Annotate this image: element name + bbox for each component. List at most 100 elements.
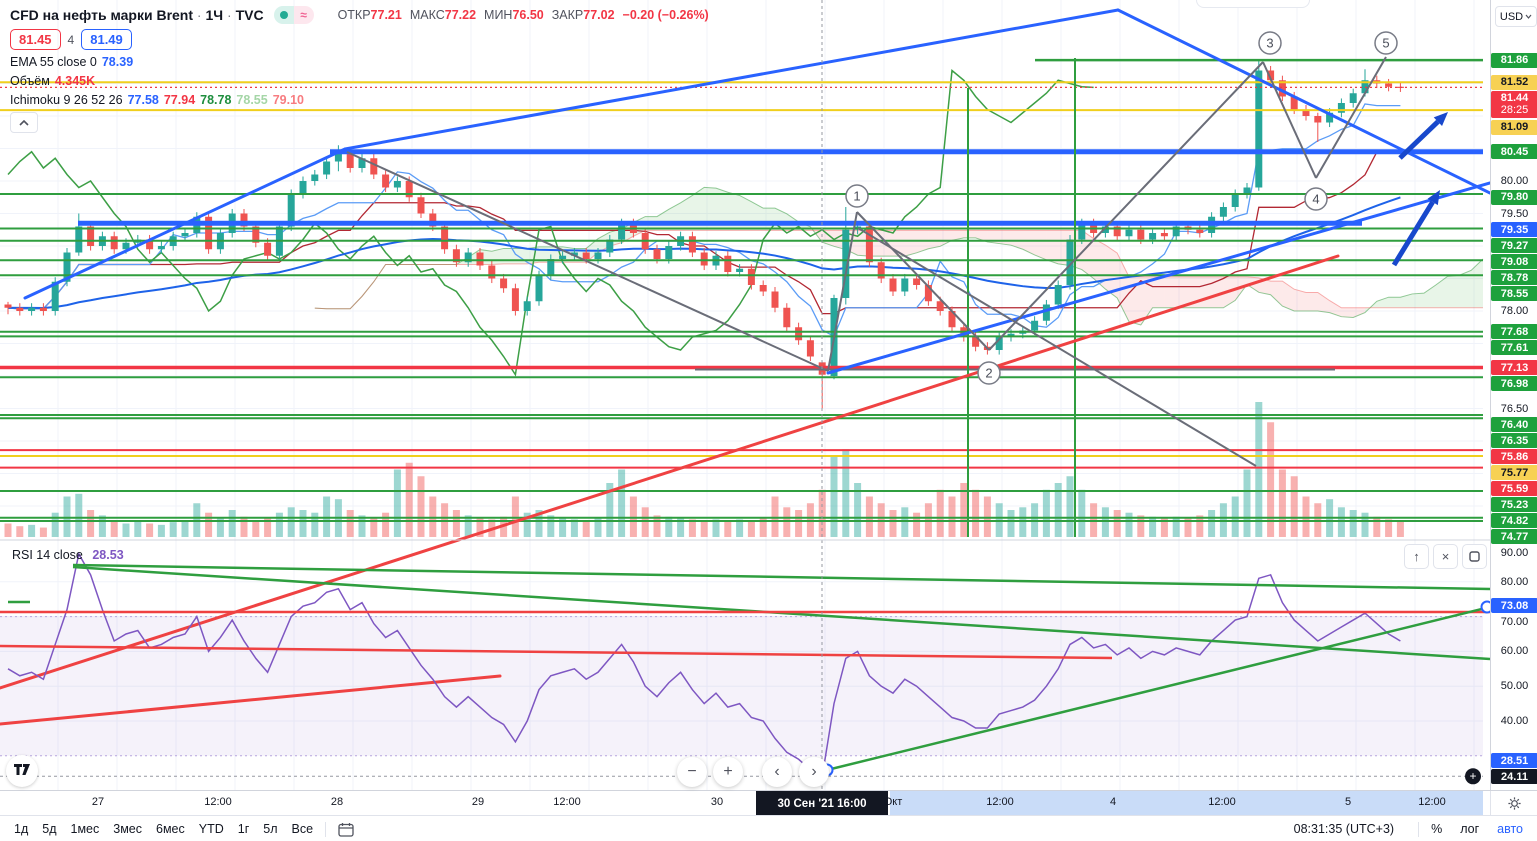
price-axis[interactable]: USD 81.86 81.52 81.44 28:25 81.09 80.45 80.00 7… [1490, 0, 1537, 790]
price-level-label: 76.35 [1491, 433, 1537, 448]
auto-scale-button[interactable]: авто [1497, 822, 1523, 836]
volume-legend[interactable]: Объём 4.345K [10, 74, 96, 88]
zoom-out-button[interactable]: − [677, 757, 707, 787]
price-level-label: 74.82 [1491, 513, 1537, 528]
symbol-title[interactable]: CFD на нефть марки Brent · 1Ч · TVC [10, 7, 264, 23]
zoom-in-button[interactable]: + [713, 757, 743, 787]
ema-legend[interactable]: EMA 55 close 0 78.39 [10, 55, 134, 69]
price-level-label: 78.78 [1491, 270, 1537, 285]
svg-text:1: 1 [853, 189, 860, 204]
price-level-label: 81.09 [1491, 119, 1537, 135]
time-tick: 12:00 [1418, 796, 1446, 808]
toolbar-divider [325, 821, 327, 837]
time-axis-highlight [890, 791, 1483, 816]
range-button-3мес[interactable]: 3мес [113, 822, 142, 836]
price-scale-tick: 80.00 [1500, 575, 1529, 588]
range-button-1г[interactable]: 1г [237, 822, 250, 836]
price-level-label: 75.59 [1491, 481, 1537, 496]
currency-selector[interactable]: USD [1495, 6, 1537, 27]
price-level-label: 81.44 28:25 [1491, 90, 1537, 118]
exchange-label: TVC [235, 7, 264, 23]
collapse-legend-button[interactable] [10, 112, 38, 133]
ichimoku-value: 79.10 [272, 93, 304, 107]
rsi-pane-controls: ↑ × [1404, 544, 1487, 569]
interval-label[interactable]: 1Ч [205, 7, 224, 23]
calendar-icon[interactable] [338, 822, 354, 837]
maximize-pane-button[interactable] [1462, 544, 1487, 569]
toolbar-divider [1418, 821, 1420, 837]
chevron-down-icon [1525, 14, 1532, 19]
time-tick: 12:00 [986, 796, 1014, 808]
range-button-5л[interactable]: 5л [263, 822, 278, 836]
svg-text:4: 4 [1312, 192, 1319, 207]
price-level-label: 74.77 [1491, 529, 1537, 544]
quote-row: 81.45 4 81.49 [10, 29, 709, 50]
price-level-label: 77.61 [1491, 340, 1537, 356]
rsi-legend[interactable]: RSI 14 close 28.53 [12, 548, 124, 562]
price-scale-tick: 78.00 [1500, 305, 1529, 317]
chart-canvas[interactable]: 1 2 3 4 5 + [0, 0, 1490, 790]
time-tick: 28 [330, 796, 344, 808]
move-pane-up-button[interactable]: ↑ [1404, 544, 1429, 569]
scroll-right-button[interactable]: › [799, 757, 829, 787]
price-scale-tick: 90.00 [1500, 546, 1529, 559]
ichimoku-value: 77.94 [163, 93, 196, 107]
log-scale-button[interactable]: лог [1460, 822, 1480, 836]
price-scale-tick: 79.50 [1500, 207, 1529, 220]
clock[interactable]: 08:31:35 (UTC+3) [1293, 822, 1395, 836]
ohlc-field-label: МИН [484, 8, 513, 22]
time-tick: 12:00 [1208, 796, 1236, 808]
market-status-pill[interactable]: ≈ [273, 6, 314, 24]
range-button-5д[interactable]: 5д [42, 822, 57, 836]
price-level-label: 75.23 [1491, 497, 1537, 512]
maximize-icon [1469, 551, 1480, 562]
ohlc-field-label: МАКС [409, 8, 445, 22]
sell-price-button[interactable]: 81.45 [10, 29, 61, 50]
price-level-label: 77.68 [1491, 324, 1537, 340]
ohlc-readout: ОТКР77.21 МАКС77.22 МИН76.50 ЗАКР77.02 [330, 8, 615, 22]
svg-text:3: 3 [1266, 36, 1273, 51]
price-level-label: 73.08 [1491, 598, 1537, 614]
svg-text:2: 2 [985, 366, 992, 381]
chart-legend: CFD на нефть марки Brent · 1Ч · TVC ≈ ОТ… [10, 6, 709, 133]
change-readout: −0.20 (−0.26%) [622, 8, 709, 22]
time-tick: 27 [91, 796, 105, 808]
ichimoku-value: 78.78 [200, 93, 232, 107]
tradingview-logo[interactable] [6, 755, 38, 787]
symbol-row[interactable]: CFD на нефть марки Brent · 1Ч · TVC ≈ ОТ… [10, 6, 709, 24]
price-scale-tick: 60.00 [1500, 645, 1529, 658]
price-level-label: 75.77 [1491, 465, 1537, 480]
scroll-left-button[interactable]: ‹ [762, 757, 792, 787]
range-button-1мес[interactable]: 1мес [70, 822, 100, 836]
ohlc-field-value: 77.02 [583, 8, 615, 22]
time-tick: 12:00 [553, 796, 581, 808]
rsi-value: 28.53 [92, 548, 124, 562]
ohlc-field-label: ОТКР [337, 8, 371, 22]
ohlc-field-value: 77.22 [444, 8, 477, 22]
percent-scale-button[interactable]: % [1431, 822, 1443, 836]
ema-value: 78.39 [101, 55, 134, 69]
time-axis[interactable]: 30 Сен '21 16:00 27 12:00 28 29 12:00 30 Окт 12… [0, 790, 1537, 816]
volume-value: 4.345K [54, 74, 96, 88]
price-scale-tick: 40.00 [1500, 715, 1529, 727]
price-level-label: 76.40 [1491, 417, 1537, 432]
range-button-YTD[interactable]: YTD [198, 822, 224, 836]
ichimoku-values: 77.58 77.94 78.78 78.55 79.10 [123, 93, 304, 107]
ichimoku-legend[interactable]: Ichimoku 9 26 52 26 77.58 77.94 78.78 78.55… [10, 93, 304, 107]
buy-price-button[interactable]: 81.49 [81, 29, 132, 50]
range-button-Все[interactable]: Все [291, 822, 314, 836]
ohlc-field-value: 77.21 [370, 8, 402, 22]
price-scale-tick: 76.50 [1500, 402, 1529, 415]
svg-text:5: 5 [1382, 36, 1389, 51]
close-pane-button[interactable]: × [1433, 544, 1458, 569]
market-open-icon [273, 6, 294, 24]
range-button-6мес[interactable]: 6мес [156, 822, 185, 836]
price-level-label: 78.55 [1491, 286, 1537, 301]
time-tick: 30 [710, 796, 724, 808]
range-button-1д[interactable]: 1д [14, 822, 29, 836]
axis-settings-corner[interactable] [1490, 791, 1537, 816]
price-level-label: 80.45 [1491, 144, 1537, 160]
price-level-label: 81.86 [1491, 52, 1537, 68]
price-scale-tick: 70.00 [1500, 615, 1529, 628]
